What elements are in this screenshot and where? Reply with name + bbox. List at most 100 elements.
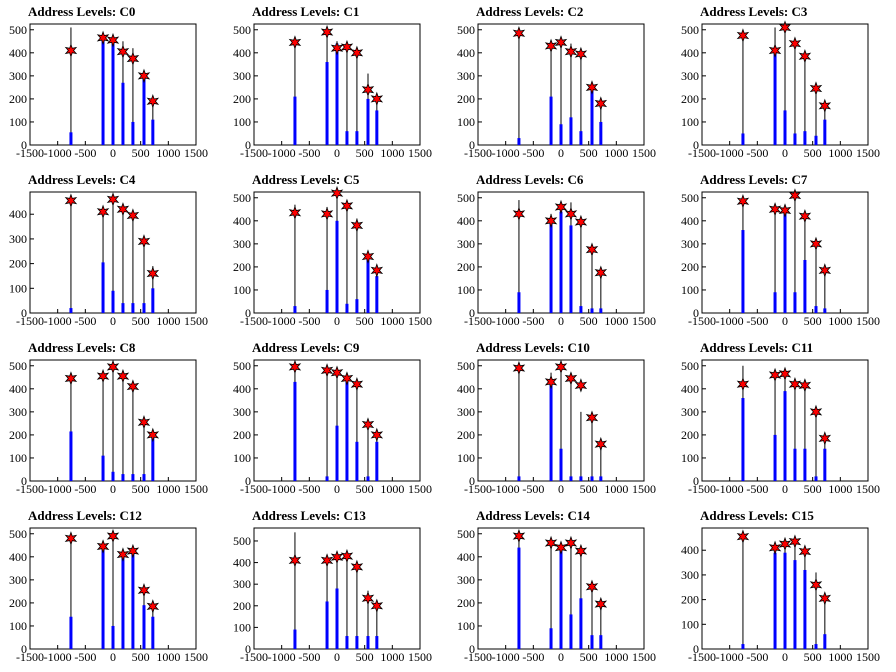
y-tick-label: 0 [245, 306, 251, 320]
histogram-bar [773, 50, 777, 145]
histogram-bar [569, 476, 573, 481]
x-tick-label: 1500 [184, 314, 208, 328]
histogram-bar [741, 133, 745, 145]
histogram-bar [151, 434, 155, 481]
histogram-panel: -1500 -1000 -500 0 500 1000 1500 0 100 200 300 400 5… [448, 336, 672, 504]
histogram-plot: -1500 -1000 -500 0 500 1000 1500 0 100 200 300 400 [9, 191, 208, 328]
y-tick-label: 100 [9, 619, 27, 633]
x-tick-label: 1500 [632, 650, 656, 664]
x-tick-label: -500 [74, 314, 96, 328]
histogram-bar [823, 448, 827, 481]
y-tick-label: 500 [457, 527, 475, 541]
y-tick-label: 100 [457, 451, 475, 465]
y-tick-label: 0 [693, 138, 699, 152]
peak-star-marker [594, 596, 608, 612]
y-tick-label: 200 [233, 92, 251, 106]
histogram-bar [783, 391, 787, 481]
histogram-bar [549, 96, 553, 145]
peak-star-marker [330, 365, 344, 380]
x-tick-label: -500 [746, 650, 768, 664]
histogram-bar [517, 547, 521, 649]
y-tick-label: 400 [681, 543, 699, 557]
y-tick-label: 100 [233, 620, 251, 634]
histogram-bar [559, 448, 563, 481]
x-tick-label: -500 [74, 146, 96, 160]
histogram-bar [549, 628, 553, 649]
chart-title: Address Levels: C12 [28, 508, 142, 523]
x-tick-label: 1000 [156, 650, 180, 664]
histogram-bar [590, 89, 594, 145]
peak-star-marker [544, 213, 558, 229]
peak-star-marker [146, 427, 160, 443]
histogram-plot: -1500 -1000 -500 0 500 1000 1500 0 100 200 300 400 5… [681, 20, 880, 160]
peak-star-marker [106, 192, 120, 207]
x-tick-label: -1000 [716, 146, 744, 160]
x-tick-label: -1000 [492, 650, 520, 664]
peak-star-marker [340, 39, 354, 55]
y-tick-label: 200 [457, 428, 475, 442]
y-tick-label: 400 [9, 382, 27, 396]
x-tick-label: -1500 [240, 482, 268, 496]
histogram-bar [111, 41, 115, 145]
x-tick-label: -1000 [492, 482, 520, 496]
x-tick-label: 0 [782, 146, 788, 160]
peak-star-marker [554, 540, 568, 555]
histogram-panel: -1500 -1000 -500 0 500 1000 1500 0 100 200 300 400 5… [672, 0, 896, 168]
histogram-plot: -1500 -1000 -500 0 500 1000 1500 0 100 200 300 400 5… [681, 188, 880, 328]
y-tick-label: 400 [681, 214, 699, 228]
histogram-bar [142, 78, 146, 145]
peak-star-marker [564, 44, 578, 59]
histogram-bar [131, 552, 135, 649]
x-tick-label: -500 [746, 314, 768, 328]
y-tick-label: 300 [9, 573, 27, 587]
peak-star-marker [768, 43, 782, 58]
y-tick-label: 300 [457, 405, 475, 419]
peak-star-marker [330, 549, 344, 565]
peak-star-marker [768, 202, 782, 217]
peak-star-marker [320, 363, 334, 378]
peak-star-marker [585, 80, 599, 95]
histogram-bar [803, 259, 807, 313]
peak-star-marker [574, 46, 588, 62]
peak-star-marker [788, 188, 802, 203]
x-tick-label: 0 [782, 482, 788, 496]
x-tick-label: 0 [334, 482, 340, 496]
x-tick-label: -1000 [716, 314, 744, 328]
x-tick-label: -500 [298, 650, 320, 664]
y-tick-label: 500 [457, 191, 475, 205]
histogram-plot: -1500 -1000 -500 0 500 1000 1500 0 100 200 300 400 [681, 527, 880, 664]
histogram-bar [823, 119, 827, 145]
x-tick-label: -500 [746, 146, 768, 160]
peak-star-marker [809, 81, 823, 96]
peak-star-marker [146, 599, 160, 614]
peak-star-marker [798, 49, 812, 64]
peak-star-marker [544, 374, 558, 390]
histogram-bar [559, 211, 563, 313]
x-tick-label: 1000 [380, 482, 404, 496]
peak-star-marker [788, 36, 802, 51]
histogram-bar [773, 434, 777, 481]
x-tick-label: 0 [558, 314, 564, 328]
x-tick-label: -1000 [268, 314, 296, 328]
y-tick-label: 400 [9, 46, 27, 60]
histogram-bar [559, 124, 563, 145]
histogram-bar [814, 135, 818, 145]
histogram-bar [559, 549, 563, 649]
x-tick-label: 1000 [604, 482, 628, 496]
peak-star-marker [564, 535, 578, 551]
y-tick-label: 0 [469, 138, 475, 152]
x-tick-label: 1500 [184, 146, 208, 160]
y-tick-label: 500 [457, 23, 475, 37]
x-tick-label: -1000 [44, 650, 72, 664]
histogram-bar [111, 625, 115, 649]
y-tick-label: 0 [245, 642, 251, 656]
y-tick-label: 200 [457, 260, 475, 274]
peak-star-marker [137, 68, 151, 84]
x-tick-label: 0 [110, 650, 116, 664]
x-tick-label: -1500 [688, 146, 716, 160]
y-tick-label: 0 [693, 306, 699, 320]
x-tick-label: -500 [74, 650, 96, 664]
peak-star-marker [320, 24, 334, 40]
y-tick-label: 500 [9, 359, 27, 373]
